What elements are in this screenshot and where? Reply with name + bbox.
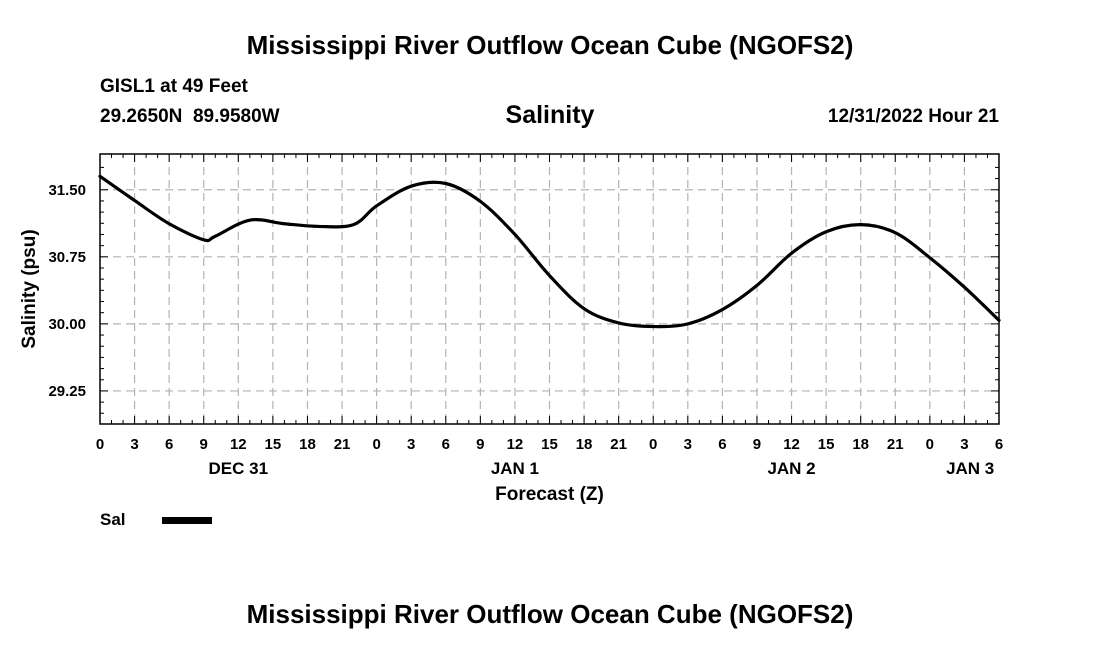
x-tick-label: 6 <box>718 436 726 453</box>
x-tick-label: 9 <box>753 436 761 453</box>
x-tick-label: 6 <box>995 436 1003 453</box>
x-tick-label: 18 <box>576 436 593 453</box>
y-tick-label: 30.75 <box>48 249 86 266</box>
x-tick-label: 3 <box>960 436 968 453</box>
y-axis-label: Salinity (psu) <box>19 229 40 348</box>
x-tick-label: 12 <box>507 436 524 453</box>
x-tick-label: 15 <box>265 436 282 453</box>
x-tick-label: 6 <box>442 436 450 453</box>
x-tick-label: 6 <box>165 436 173 453</box>
chart-title: Mississippi River Outflow Ocean Cube (NG… <box>246 30 854 60</box>
forecast-datetime: 12/31/2022 Hour 21 <box>827 106 999 127</box>
station-label: GISL1 at 49 Feet <box>100 76 248 97</box>
x-tick-label: 0 <box>649 436 657 453</box>
next-chart-title: Mississippi River Outflow Ocean Cube (NG… <box>246 599 854 629</box>
x-tick-label: 9 <box>200 436 208 453</box>
station-coordinates: 29.2650N 89.9580W <box>100 106 280 128</box>
longitude: 89.9580W <box>192 106 280 127</box>
x-day-label: JAN 3 <box>946 459 994 478</box>
x-axis-label: Forecast (Z) <box>495 484 604 505</box>
x-tick-label: 15 <box>541 436 558 453</box>
x-tick-label: 12 <box>783 436 800 453</box>
x-tick-label: 0 <box>372 436 380 453</box>
legend-label: Sal <box>100 510 126 529</box>
y-tick-label: 31.50 <box>48 182 86 199</box>
x-tick-label: 21 <box>610 436 627 453</box>
latitude: 29.2650N <box>100 106 183 127</box>
salinity-series-line <box>98 174 1001 329</box>
x-tick-label: 15 <box>818 436 835 453</box>
x-tick-label: 0 <box>926 436 934 453</box>
x-tick-label: 3 <box>130 436 138 453</box>
x-tick-label: 12 <box>230 436 247 453</box>
y-tick-label: 29.25 <box>48 383 86 400</box>
x-tick-label: 9 <box>476 436 484 453</box>
x-tick-label: 18 <box>299 436 316 453</box>
x-tick-label: 3 <box>407 436 415 453</box>
y-tick-label: 30.00 <box>48 316 86 333</box>
x-tick-label: 21 <box>887 436 904 453</box>
x-tick-label: 18 <box>852 436 869 453</box>
x-tick-label: 0 <box>96 436 104 453</box>
x-day-label: JAN 2 <box>767 459 815 478</box>
legend-line-swatch <box>162 517 212 524</box>
x-day-label: DEC 31 <box>209 459 269 478</box>
x-tick-label: 3 <box>684 436 692 453</box>
x-day-label: JAN 1 <box>491 459 539 478</box>
x-tick-label: 21 <box>334 436 351 453</box>
chart-subtitle: Salinity <box>505 101 595 129</box>
